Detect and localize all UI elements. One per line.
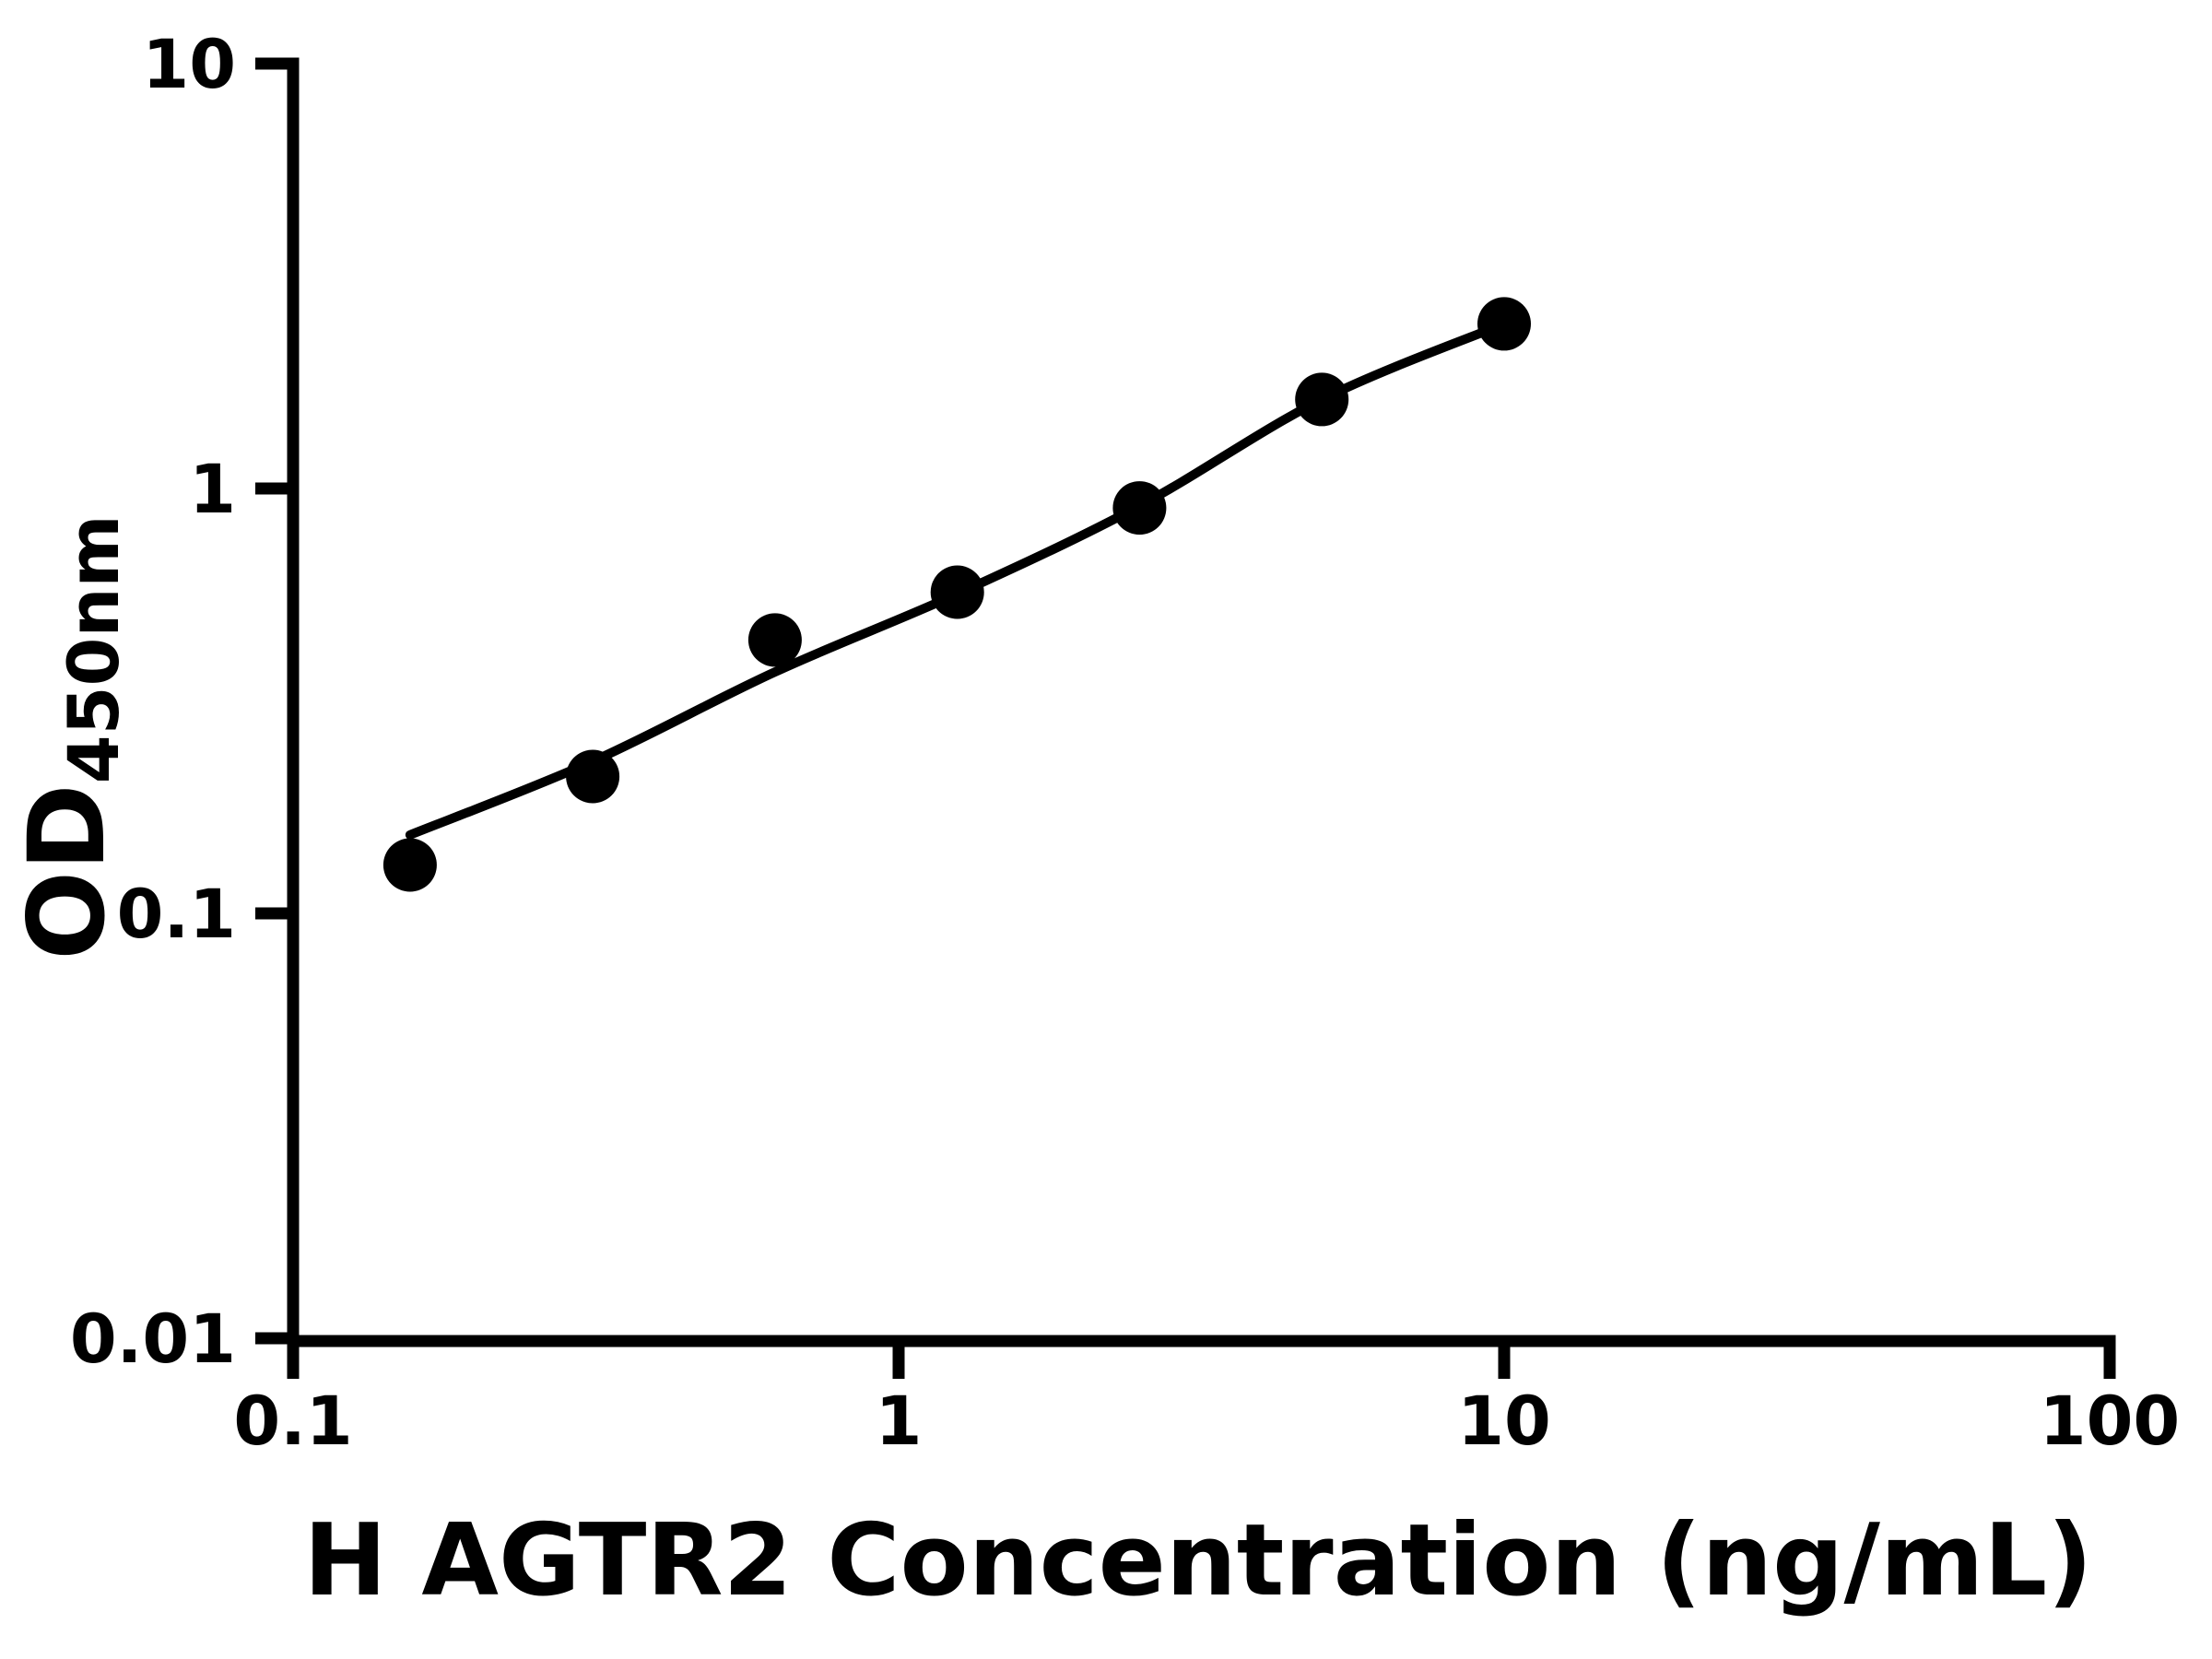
x-tick-label: 10 [1457,1382,1551,1461]
data-point-marker [566,749,620,804]
axes [287,57,2116,1347]
x-tick-label: 0.1 [233,1382,352,1461]
x-axis-title: H AGTR2 Concentration (ng/mL) [303,1503,2092,1618]
data-point-marker [1477,297,1531,351]
x-tick-label: 100 [2040,1382,2180,1461]
y-axis-title: OD450nm [6,514,135,960]
data-point-marker [382,838,437,892]
y-tick-label: 0.1 [117,876,236,954]
data-point-marker [1112,481,1167,535]
data-point-marker [930,565,984,619]
y-axis-ticks: 10 1 0.1 0.01 [70,26,293,1379]
y-tick-label: 1 [189,451,236,529]
y-tick-label: 0.01 [70,1300,236,1379]
y-axis-title-main: OD [6,783,128,960]
y-axis-title-subscript: 450nm [53,514,135,783]
data-point-marker [747,613,802,667]
x-axis-ticks: 0.1 1 10 100 [233,1341,2180,1461]
y-tick-label: 10 [142,26,236,104]
x-tick-label: 1 [876,1382,923,1461]
data-points [382,297,1531,892]
data-point-marker [1295,372,1349,427]
